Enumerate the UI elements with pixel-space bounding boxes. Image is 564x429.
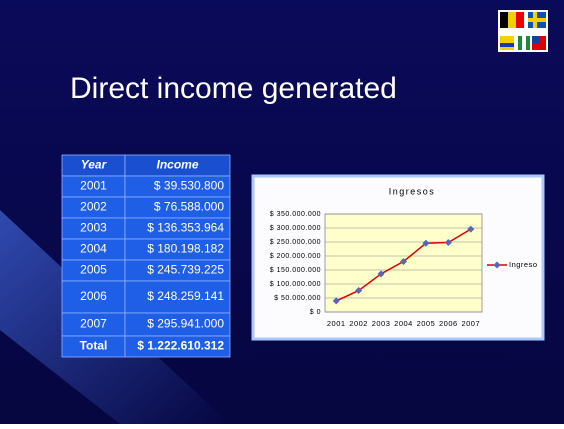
cell-text: $ 136.353.964: [147, 221, 224, 235]
table-cell: [124, 335, 231, 358]
header-text: Year: [81, 158, 108, 172]
header-text: Income: [156, 158, 198, 172]
cell-text: $ 1.222.610.312: [137, 339, 224, 353]
cell-text: 2006: [80, 289, 107, 303]
x-tick-label: 2007: [461, 319, 480, 328]
y-tick-label: $ 200.000.000: [270, 253, 321, 260]
cell-text: $ 76.588.000: [154, 200, 224, 214]
cell-text: 2005: [80, 263, 107, 277]
x-tick-label: 2003: [372, 319, 391, 328]
slide-title: Direct income generated: [70, 72, 397, 105]
x-tick-label: 2006: [439, 319, 458, 328]
cell-text: $ 180.198.182: [147, 242, 224, 256]
y-tick-label: $ 100.000.000: [270, 281, 321, 288]
y-tick-label: $ 250.000.000: [270, 239, 321, 246]
y-tick-label: $ 50.000.000: [274, 295, 321, 302]
marker: [422, 239, 430, 247]
marker: [377, 270, 385, 278]
cell-text: $ 295.941.000: [147, 317, 224, 331]
table-cell: [124, 280, 231, 314]
marker: [467, 225, 475, 233]
legend-label: Ingreso: [509, 260, 538, 269]
marker: [332, 297, 340, 305]
marker: [355, 287, 363, 295]
x-tick-label: 2001: [327, 319, 346, 328]
cell-text: 2004: [80, 242, 107, 256]
cell-text: Total: [80, 339, 108, 353]
marker: [444, 238, 452, 246]
cell-text: 2002: [80, 200, 107, 214]
marker: [400, 258, 407, 266]
x-tick-label: 2005: [417, 319, 436, 328]
cell-text: $ 39.530.800: [154, 179, 224, 193]
y-tick-label: $ 350.000.000: [270, 211, 321, 218]
y-tick-label: $ 300.000.000: [270, 225, 321, 232]
cell-text: $ 248.259.141: [147, 289, 224, 303]
cell-text: $ 245.739.225: [147, 263, 224, 277]
legend-marker: [493, 261, 501, 269]
cell-text: 2003: [80, 221, 107, 235]
cell-text: 2007: [80, 317, 107, 331]
x-tick-label: 2002: [349, 319, 368, 328]
x-tick-label: 2004: [394, 319, 413, 328]
cell-text: 2001: [80, 179, 107, 193]
y-tick-label: $ 0: [310, 309, 321, 316]
y-tick-label: $ 150.000.000: [270, 267, 321, 274]
table-cell: [61, 280, 126, 314]
logo: [498, 10, 548, 52]
chart-title: Ingresos: [389, 186, 436, 196]
